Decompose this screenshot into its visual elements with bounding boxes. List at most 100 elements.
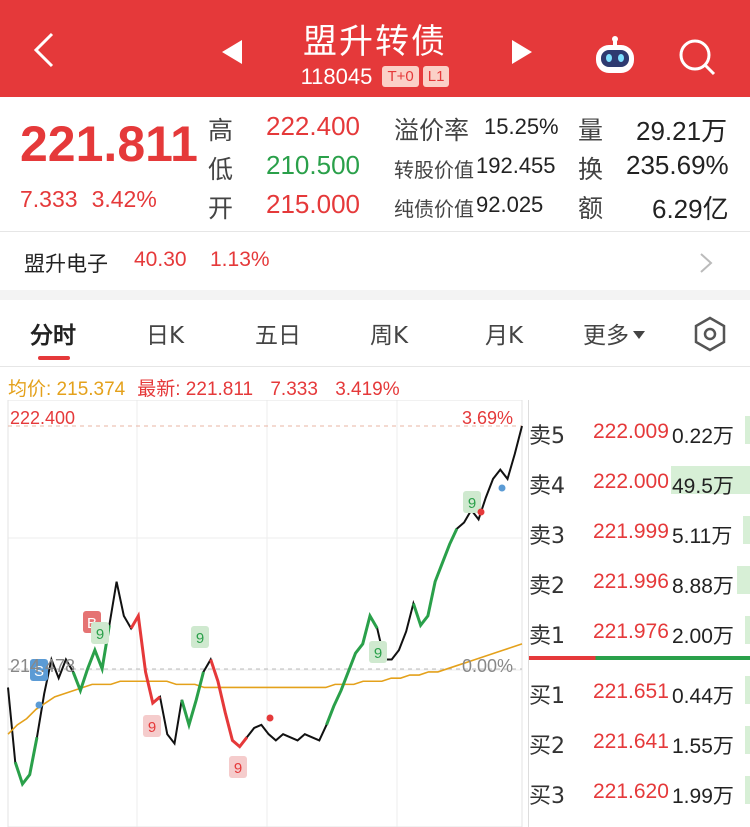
book-volume: 0.22万 [672, 425, 734, 448]
volume-bar [671, 466, 750, 494]
book-price: 222.000 [593, 470, 669, 493]
volume-value: 29.21万 [636, 116, 728, 146]
bid-row[interactable]: 买3 221.620 1.99万 [529, 764, 750, 814]
premium-label: 溢价率 [394, 116, 470, 145]
signal-dot [477, 508, 485, 516]
section-gap [0, 290, 750, 300]
td9-marker-text: 9 [468, 495, 476, 512]
ask-row[interactable]: 卖1 221.976 2.00万 [529, 604, 750, 654]
book-price: 221.999 [593, 520, 669, 543]
y-top-pct-label: 3.69% [462, 408, 514, 428]
avg-price-line [7, 643, 523, 735]
book-price: 221.996 [593, 570, 669, 593]
rise-segment [180, 671, 205, 731]
active-tab-indicator [38, 356, 70, 360]
settings-hexagon-icon[interactable] [690, 314, 730, 354]
book-volume: 1.99万 [672, 785, 734, 808]
book-level-label: 买3 [529, 784, 565, 809]
sell-signal-marker [30, 659, 48, 681]
conv-value: 192.455 [476, 153, 556, 178]
underlying-stock-row[interactable]: 盟升电子 40.30 1.13% [0, 232, 750, 290]
baseline-pct-label: 0.00% [462, 656, 514, 676]
price-line [7, 425, 523, 787]
tab-five-day[interactable]: 五日 [255, 323, 301, 349]
book-price: 221.641 [593, 730, 669, 753]
book-level-label: 卖3 [529, 524, 565, 549]
tab-more[interactable]: 更多 [583, 316, 645, 350]
robot-assistant-icon[interactable] [592, 34, 638, 74]
bond-value: 92.025 [476, 192, 544, 217]
td9-marker [463, 491, 481, 513]
avg-price-label: 均价: 215.374 [8, 379, 126, 400]
rise-segment [13, 737, 39, 788]
level1-tag: L1 [422, 66, 450, 87]
book-level-label: 买1 [529, 684, 565, 709]
rise-segment [325, 611, 379, 726]
price-change-row: 7.333 3.42% [20, 186, 171, 213]
intraday-chart[interactable]: SB999999 222.400 3.69% 214.478 0.00% [0, 400, 528, 827]
td9-marker [191, 626, 209, 648]
book-level-label: 卖5 [529, 424, 565, 449]
baseline-label: 214.478 [10, 656, 76, 676]
td9-marker-text: 9 [234, 760, 242, 777]
ask-row[interactable]: 卖2 221.996 8.88万 [529, 554, 750, 604]
ask-row[interactable]: 卖5 222.009 0.22万 [529, 404, 750, 454]
prev-bond-arrow-icon[interactable] [222, 40, 242, 64]
book-level-label: 卖4 [529, 474, 565, 499]
page-title: 盟升转债 [303, 22, 447, 62]
volume-bar [745, 616, 750, 644]
turnover-value: 235.69% [626, 150, 729, 180]
bid-row[interactable]: 买2 221.641 1.55万 [529, 714, 750, 764]
tab-weekly-k[interactable]: 周K [370, 323, 409, 349]
header-bar: 盟升转债 118045 T+0 L1 [0, 0, 750, 97]
back-arrow-icon[interactable] [30, 30, 60, 70]
td9-marker-text: 9 [96, 626, 104, 643]
book-volume: 8.88万 [672, 575, 734, 598]
sell-signal-marker-text: S [34, 663, 44, 680]
fall-segment [209, 658, 249, 749]
chart-frame [7, 400, 523, 827]
amount-value: 6.29亿 [652, 194, 729, 224]
underlying-name: 盟升电子 [24, 252, 108, 276]
search-icon[interactable] [676, 36, 718, 78]
tab-intraday[interactable]: 分时 [30, 323, 76, 349]
book-volume: 49.5万 [672, 475, 734, 498]
volume-bar [737, 566, 750, 594]
book-volume: 5.11万 [672, 525, 733, 548]
caret-down-icon [633, 331, 645, 339]
price-change-pct: 3.42% [91, 186, 157, 212]
td9-marker [143, 715, 161, 737]
info-change: 7.333 [270, 379, 318, 400]
td9-marker-text: 9 [196, 630, 204, 647]
bid-row[interactable]: 买1 221.651 0.44万 [529, 664, 750, 714]
premium-value: 15.25% [484, 114, 559, 139]
td9-marker [369, 641, 387, 663]
volume-bar [745, 726, 750, 754]
ask-bid-separator [529, 656, 750, 660]
intraday-chart-svg: SB999999 [7, 400, 523, 827]
ask-row[interactable]: 卖3 221.999 5.11万 [529, 504, 750, 554]
ask-row[interactable]: 卖4 222.000 49.5万 [529, 454, 750, 504]
conv-value-label: 转股价值 [394, 158, 474, 182]
book-price: 221.620 [593, 780, 669, 803]
book-price: 221.976 [593, 620, 669, 643]
tab-daily-k[interactable]: 日K [146, 323, 185, 349]
volume-bar [745, 776, 750, 804]
last-price: 221.811 [20, 116, 198, 172]
td9-marker-text: 9 [374, 645, 382, 662]
bond-code: 118045 [300, 64, 373, 89]
td9-marker-text: 9 [148, 719, 156, 736]
next-bond-arrow-icon[interactable] [512, 40, 532, 64]
signal-dot [35, 701, 43, 709]
price-change: 7.333 [20, 186, 78, 212]
volume-label: 量 [578, 116, 604, 145]
book-volume: 0.44万 [672, 685, 734, 708]
info-change-pct: 3.419% [335, 379, 400, 400]
rise-segment [411, 528, 459, 629]
chevron-right-icon [700, 253, 713, 273]
tab-monthly-k[interactable]: 月K [485, 323, 524, 349]
bond-value-label: 纯债价值 [394, 197, 474, 221]
book-level-label: 卖1 [529, 624, 565, 649]
tab-more-label: 更多 [583, 323, 629, 349]
bond-code-row: 118045 T+0 L1 [0, 64, 750, 90]
